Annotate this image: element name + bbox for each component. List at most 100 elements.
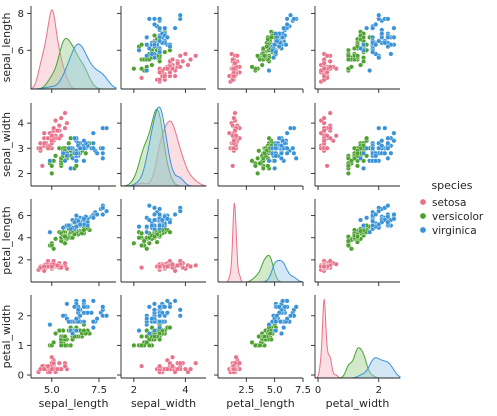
point-virginica-49	[157, 49, 163, 55]
point-setosa-45	[45, 363, 51, 369]
point-setosa-49	[231, 66, 237, 72]
point-virginica-29	[364, 215, 370, 221]
point-versicolor-26	[151, 33, 157, 39]
point-virginica-42	[149, 316, 155, 322]
point-versicolor-29	[255, 155, 261, 161]
point-setosa-33	[231, 115, 237, 121]
y-axis-label-petal_length: petal_length	[0, 206, 13, 274]
point-versicolor-47	[264, 44, 270, 50]
point-virginica-34	[358, 45, 364, 51]
point-virginica-48	[276, 304, 282, 310]
point-versicolor-34	[56, 328, 62, 334]
point-virginica-45	[385, 145, 391, 151]
x-tick-label: 7.5	[91, 385, 107, 396]
point-versicolor-49	[355, 234, 361, 240]
point-virginica-30	[373, 211, 379, 217]
point-versicolor-49	[261, 334, 267, 340]
point-virginica-31	[376, 208, 382, 214]
point-virginica-18	[293, 155, 299, 161]
point-versicolor-31	[257, 342, 263, 348]
point-setosa-47	[41, 366, 47, 372]
point-virginica-30	[373, 21, 379, 27]
point-virginica-43	[385, 214, 391, 220]
point-versicolor-35	[266, 135, 272, 141]
point-setosa-18	[62, 125, 68, 131]
point-virginica-22	[291, 16, 297, 22]
point-setosa-47	[321, 73, 327, 79]
point-virginica-44	[280, 138, 286, 144]
point-virginica-35	[284, 145, 290, 151]
point-setosa-14	[64, 120, 70, 126]
point-virginica-44	[81, 216, 87, 222]
point-setosa-15	[193, 53, 199, 59]
point-virginica-13	[144, 53, 150, 59]
point-setosa-38	[37, 145, 43, 151]
point-versicolor-36	[81, 328, 87, 334]
panel-sepal_length-vs-petal_width	[311, 6, 400, 93]
point-virginica-32	[382, 150, 388, 156]
point-virginica-6	[367, 68, 373, 74]
point-virginica-46	[373, 42, 379, 48]
point-virginica-34	[358, 217, 364, 223]
point-versicolor-10	[345, 170, 351, 176]
point-setosa-48	[175, 366, 181, 372]
point-virginica-31	[104, 313, 110, 319]
point-versicolor-14	[256, 148, 262, 154]
point-virginica-43	[282, 304, 288, 310]
point-setosa-43	[49, 354, 55, 360]
point-versicolor-9	[358, 62, 364, 68]
point-setosa-15	[327, 110, 333, 116]
point-virginica-48	[71, 219, 77, 225]
kde-setosa-sepal_width	[121, 120, 207, 187]
point-virginica-34	[146, 331, 152, 337]
point-virginica-18	[100, 155, 106, 161]
point-versicolor-29	[146, 240, 152, 246]
point-virginica-48	[167, 219, 173, 225]
point-setosa-49	[231, 138, 237, 144]
point-virginica-44	[164, 216, 170, 222]
point-versicolor-31	[141, 238, 147, 244]
point-virginica-29	[157, 25, 163, 31]
point-virginica-29	[157, 325, 163, 331]
point-virginica-9	[172, 211, 178, 217]
point-setosa-43	[170, 66, 176, 72]
point-setosa-38	[157, 77, 163, 83]
point-virginica-31	[376, 12, 382, 18]
point-virginica-33	[361, 150, 367, 156]
point-versicolor-37	[139, 230, 145, 236]
point-virginica-47	[274, 313, 280, 319]
point-virginica-48	[276, 135, 282, 141]
panel-petal_width-vs-sepal_width	[117, 295, 206, 382]
point-versicolor-9	[53, 153, 59, 159]
point-virginica-48	[71, 304, 77, 310]
point-virginica-21	[271, 55, 277, 61]
point-virginica-22	[100, 150, 106, 156]
point-virginica-44	[391, 138, 397, 144]
point-versicolor-35	[167, 229, 173, 235]
point-setosa-48	[321, 128, 327, 134]
point-versicolor-41	[267, 331, 273, 337]
point-virginica-19	[68, 165, 74, 171]
point-virginica-43	[385, 140, 391, 146]
point-setosa-41	[139, 75, 145, 81]
point-versicolor-43	[139, 66, 145, 72]
point-virginica-6	[47, 322, 53, 328]
point-setosa-40	[170, 363, 176, 369]
point-virginica-35	[100, 304, 106, 310]
point-setosa-48	[54, 262, 60, 268]
point-setosa-33	[58, 115, 64, 121]
y-tick-label: 8	[18, 9, 24, 20]
point-virginica-42	[149, 51, 155, 57]
point-setosa-48	[175, 60, 181, 66]
point-setosa-47	[41, 264, 47, 270]
point-virginica-25	[90, 319, 96, 325]
point-virginica-9	[90, 298, 96, 304]
point-virginica-42	[273, 153, 279, 159]
point-setosa-33	[188, 56, 194, 62]
point-virginica-19	[136, 224, 142, 230]
point-virginica-22	[100, 205, 106, 211]
point-virginica-33	[361, 223, 367, 229]
point-virginica-49	[273, 49, 279, 55]
point-versicolor-14	[154, 239, 160, 245]
x-tick-label: 2.5	[238, 385, 254, 396]
